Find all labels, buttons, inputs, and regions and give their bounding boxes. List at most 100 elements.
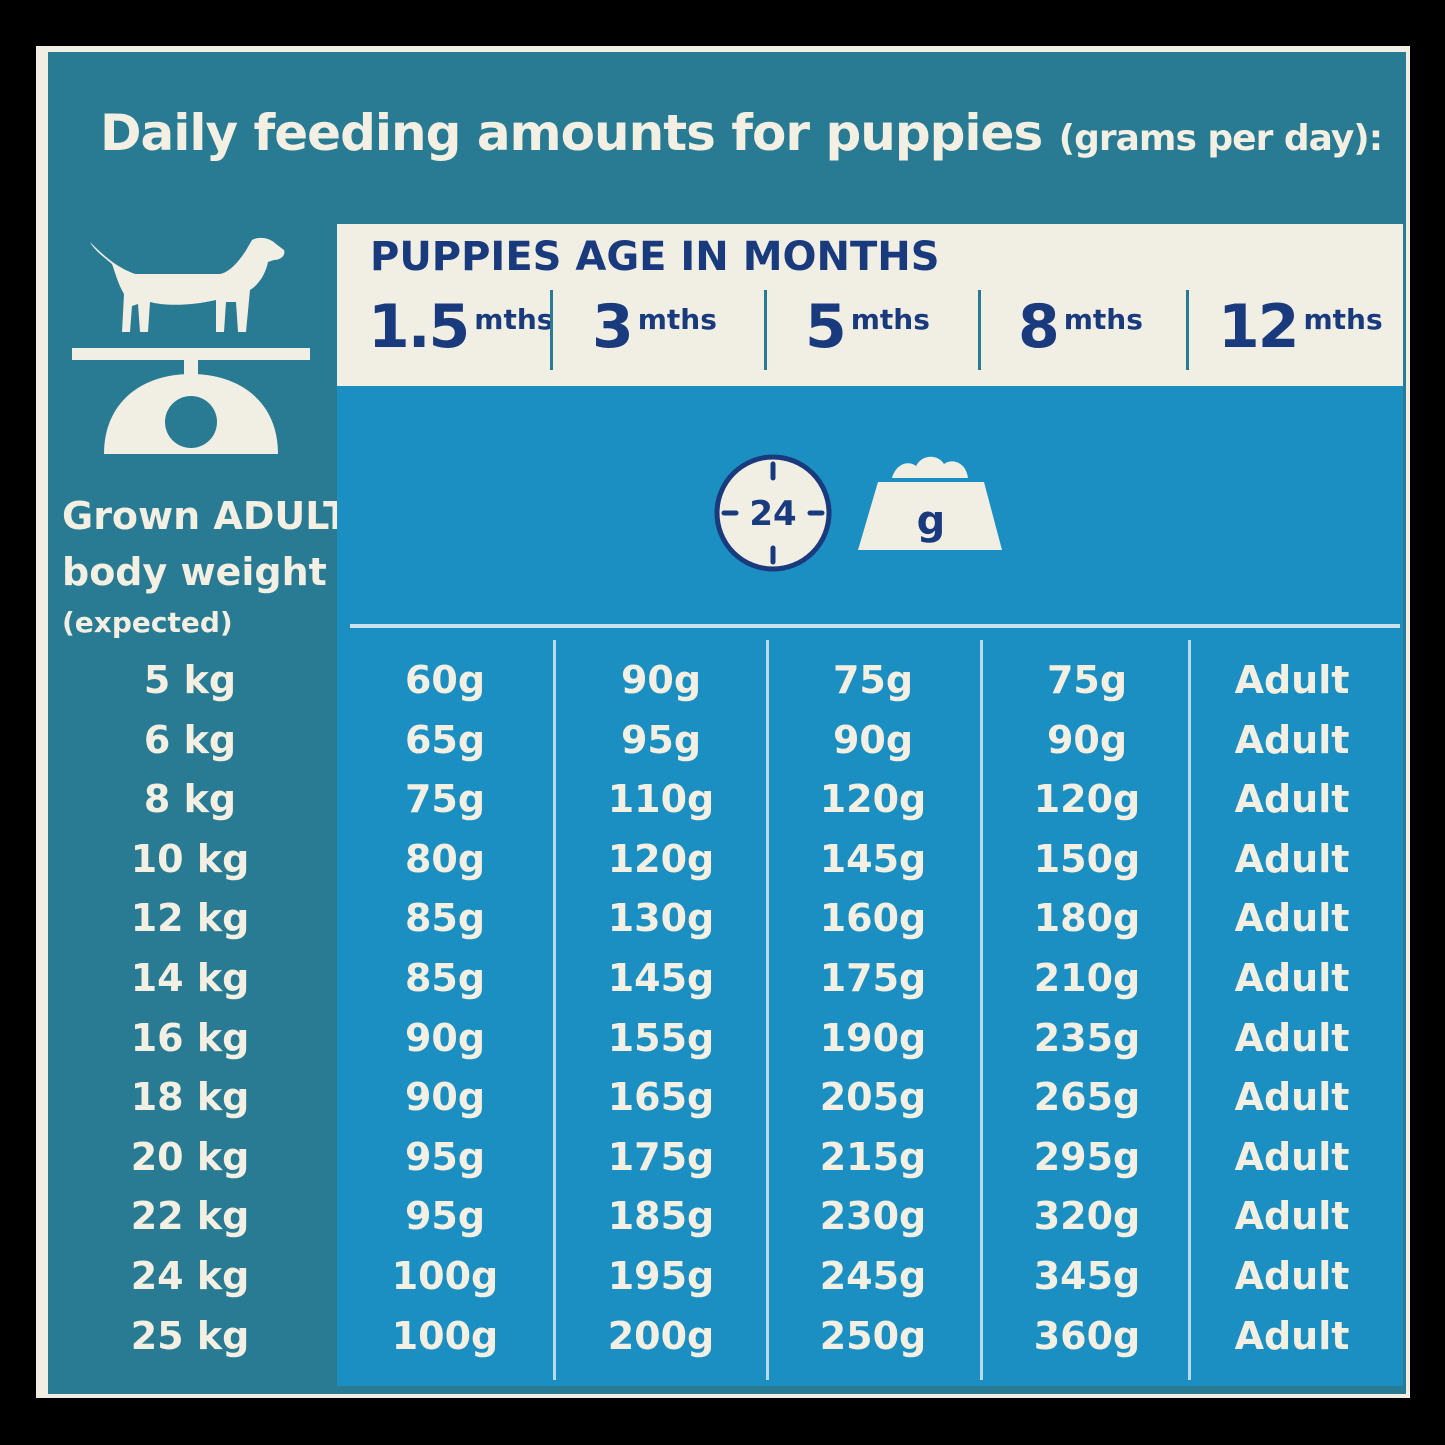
- amount-cell: 175g: [607, 1134, 715, 1179]
- amount-cell: 150g: [1033, 836, 1141, 881]
- age-unit: mths: [1063, 303, 1143, 336]
- amount-cell: 60g: [404, 658, 486, 702]
- amount-cell: Adult: [1234, 1015, 1350, 1060]
- column-divider: [1188, 640, 1191, 1380]
- weight-cell: 24 kg: [130, 1254, 250, 1298]
- bowl-label: g: [917, 498, 946, 544]
- amount-cell: 90g: [832, 717, 914, 762]
- amount-cell: Adult: [1234, 1313, 1350, 1358]
- amount-cell: 210g: [1033, 956, 1141, 1000]
- amount-cell: 250g: [819, 1313, 927, 1358]
- amount-cell: 90g: [404, 1075, 486, 1120]
- amount-cell: 80g: [404, 836, 486, 881]
- amount-cell: 90g: [620, 658, 702, 702]
- table-row: 10 kg 80g 120g 145g 150g Adult: [0, 837, 1445, 897]
- weight-cell: 6 kg: [143, 717, 237, 762]
- amount-cell: 85g: [404, 896, 486, 941]
- amount-cell: 110g: [607, 777, 715, 822]
- table-row: 12 kg 85g 130g 160g 180g Adult: [0, 896, 1445, 956]
- amount-cell: 160g: [819, 896, 927, 941]
- weight-cell: 18 kg: [130, 1075, 250, 1120]
- column-divider: [766, 640, 769, 1380]
- amount-cell: 120g: [819, 777, 927, 822]
- amount-cell: 120g: [1033, 777, 1141, 822]
- divider-wave: [350, 624, 1400, 628]
- table-body-background: [337, 386, 1403, 1386]
- table-row: 8 kg 75g 110g 120g 120g Adult: [0, 777, 1445, 837]
- column-divider: [980, 640, 983, 1380]
- table-row: 22 kg 95g 185g 230g 320g Adult: [0, 1194, 1445, 1254]
- title-sub: (grams per day):: [1058, 118, 1383, 159]
- table-row: 25 kg 100g 200g 250g 360g Adult: [0, 1314, 1445, 1374]
- amount-cell: 195g: [607, 1254, 715, 1298]
- age-unit: mths: [474, 303, 554, 336]
- header-divider: [978, 290, 981, 370]
- amount-cell: Adult: [1234, 777, 1350, 822]
- amount-cell: Adult: [1234, 1254, 1350, 1298]
- amount-cell: Adult: [1234, 1194, 1350, 1239]
- weight-cell: 20 kg: [130, 1134, 250, 1179]
- amount-cell: 75g: [1046, 658, 1128, 702]
- age-number: 8: [1018, 292, 1060, 362]
- food-bowl-icon: g: [858, 456, 1002, 550]
- age-unit: mths: [850, 303, 930, 336]
- amount-cell: Adult: [1234, 896, 1350, 941]
- clock-24-icon: 24: [714, 454, 832, 572]
- column-divider: [553, 640, 556, 1380]
- weight-cell: 22 kg: [130, 1194, 250, 1239]
- amount-cell: 360g: [1033, 1313, 1141, 1358]
- amount-cell: 75g: [404, 777, 486, 822]
- table-row: 18 kg 90g 165g 205g 265g Adult: [0, 1075, 1445, 1135]
- clock-label: 24: [749, 494, 796, 534]
- amount-cell: 95g: [404, 1134, 486, 1179]
- amount-cell: 200g: [607, 1313, 715, 1358]
- amount-cell: Adult: [1234, 658, 1350, 702]
- amount-cell: 165g: [607, 1075, 715, 1120]
- left-label-line1: Grown ADULT: [62, 494, 350, 538]
- left-label-line3: (expected): [62, 606, 233, 639]
- amount-cell: Adult: [1234, 956, 1350, 1000]
- amount-cell: 190g: [819, 1015, 927, 1060]
- amount-cell: 235g: [1033, 1015, 1141, 1060]
- table-row: 16 kg 90g 155g 190g 235g Adult: [0, 1016, 1445, 1076]
- amount-cell: 185g: [607, 1194, 715, 1239]
- age-col-2: 3 mths: [592, 292, 717, 362]
- weight-cell: 5 kg: [143, 658, 237, 702]
- amount-cell: 320g: [1033, 1194, 1141, 1239]
- age-unit: mths: [637, 303, 717, 336]
- amount-cell: 95g: [404, 1194, 486, 1239]
- weight-cell: 25 kg: [130, 1313, 250, 1358]
- amount-cell: Adult: [1234, 1075, 1350, 1120]
- amount-cell: 215g: [819, 1134, 927, 1179]
- amount-cell: 75g: [832, 658, 914, 702]
- age-number: 3: [592, 292, 634, 362]
- amount-cell: Adult: [1234, 836, 1350, 881]
- age-col-5: 12 mths: [1218, 292, 1383, 362]
- header-divider: [550, 290, 553, 370]
- amount-cell: 100g: [391, 1254, 499, 1298]
- age-number: 12: [1218, 292, 1299, 362]
- age-col-1: 1.5 mths: [368, 292, 553, 362]
- age-header-box: [337, 224, 1403, 386]
- weight-cell: 16 kg: [130, 1015, 250, 1060]
- weight-cell: 10 kg: [130, 836, 250, 881]
- table-row: 5 kg 60g 90g 75g 75g Adult: [0, 658, 1445, 718]
- age-col-3: 5 mths: [805, 292, 930, 362]
- amount-cell: 155g: [607, 1015, 715, 1060]
- amount-cell: 120g: [607, 836, 715, 881]
- amount-cell: 265g: [1033, 1075, 1141, 1120]
- amount-cell: 90g: [404, 1015, 486, 1060]
- age-number: 5: [805, 292, 847, 362]
- amount-cell: 345g: [1033, 1254, 1141, 1298]
- table-row: 24 kg 100g 195g 245g 345g Adult: [0, 1254, 1445, 1314]
- amount-cell: 295g: [1033, 1134, 1141, 1179]
- table-row: 20 kg 95g 175g 215g 295g Adult: [0, 1135, 1445, 1195]
- weight-cell: 12 kg: [130, 896, 250, 941]
- amount-cell: 145g: [819, 836, 927, 881]
- age-col-4: 8 mths: [1018, 292, 1143, 362]
- amount-cell: 145g: [607, 956, 715, 1000]
- age-number: 1.5: [368, 292, 470, 362]
- weight-cell: 8 kg: [143, 777, 237, 822]
- table-row: 14 kg 85g 145g 175g 210g Adult: [0, 956, 1445, 1016]
- amount-cell: 65g: [404, 717, 486, 762]
